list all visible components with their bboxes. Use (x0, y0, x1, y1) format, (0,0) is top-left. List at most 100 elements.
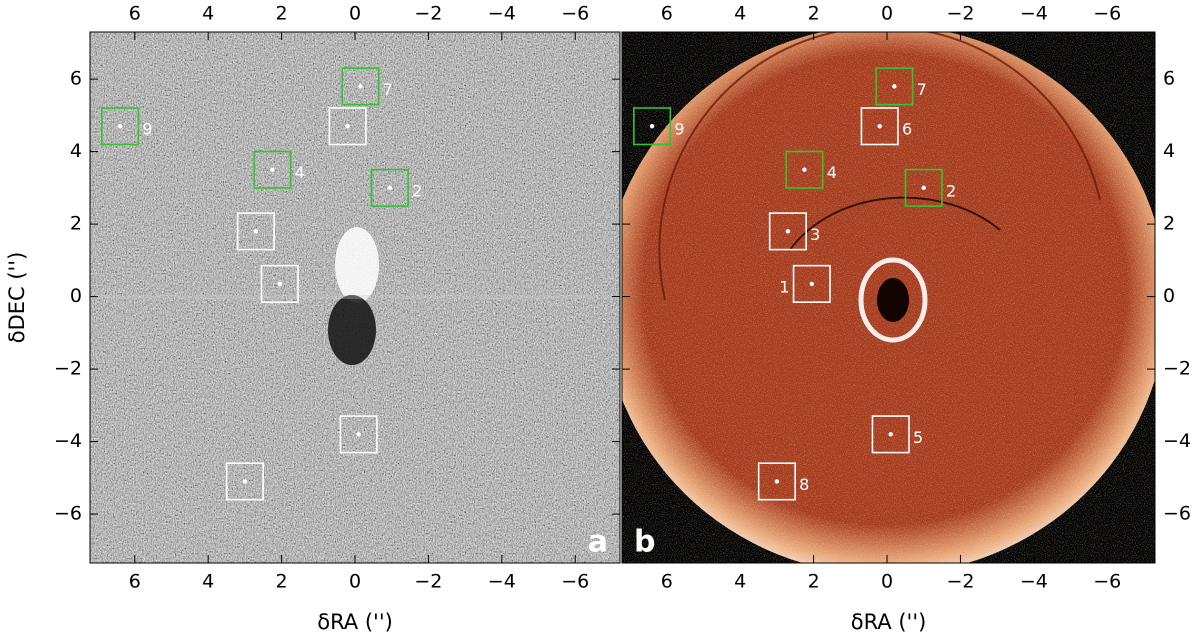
source-box (633, 107, 672, 146)
y-tick-label: −6 (54, 503, 82, 525)
source-box (871, 415, 910, 454)
source (242, 479, 248, 484)
x-tick-label-top: 6 (661, 3, 673, 25)
source (345, 124, 350, 129)
source (649, 124, 655, 129)
box-label: 4 (827, 163, 837, 182)
source-box (860, 107, 899, 146)
x-axis-label: δRA ('') (851, 610, 927, 634)
y-tick-label: −2 (54, 358, 82, 380)
source-box (875, 67, 914, 106)
image-a (90, 32, 620, 563)
box-label: 4 (295, 163, 305, 182)
box-label: 2 (946, 181, 956, 200)
x-tick-label: 2 (808, 571, 820, 593)
x-tick-label-top: −4 (488, 3, 516, 25)
y-tick-label: −6 (1163, 503, 1191, 525)
source (117, 124, 123, 129)
x-tick-label-top: −6 (1093, 3, 1121, 25)
source-box (370, 168, 409, 207)
x-tick-label-top: −6 (561, 3, 589, 25)
x-tick-label-top: 4 (202, 3, 214, 25)
source-box (339, 415, 378, 454)
box-label: 9 (674, 120, 684, 139)
source-box (236, 212, 275, 251)
source (888, 432, 893, 437)
source-box (341, 67, 380, 106)
x-tick-label-top: −2 (946, 3, 974, 25)
box-label: 8 (799, 475, 809, 494)
source-box (225, 462, 264, 501)
x-tick-label: 4 (202, 571, 214, 593)
x-tick-label-top: 4 (734, 3, 746, 25)
panel-label: a (588, 525, 608, 560)
x-tick-label-top: 2 (276, 3, 288, 25)
y-tick-label: 0 (1163, 285, 1175, 307)
plots: 6 6 4 4 2 2 0 0 −2 −2 −4 −4 −6 −6 6 4 2 0 −2 −4 −6 9 7 4 2 a δRA (… (5, 3, 1191, 635)
source-box (101, 107, 140, 146)
y-tick-label: −4 (1163, 430, 1191, 452)
x-tick-label: −6 (1093, 571, 1121, 593)
plot-frame (621, 31, 1156, 564)
box-label: 2 (412, 181, 422, 200)
x-tick-label-top: 0 (349, 3, 361, 25)
x-tick-label-top: −4 (1020, 3, 1048, 25)
source-box (768, 212, 807, 251)
source-box (785, 150, 824, 189)
source (356, 432, 361, 437)
image-b (622, 32, 1155, 563)
box-label: 7 (917, 80, 927, 99)
panel-label: b (634, 525, 655, 560)
x-tick-label: 0 (349, 571, 361, 593)
box-label: 5 (913, 428, 923, 447)
source (877, 124, 882, 129)
x-axis-label: δRA ('') (317, 610, 393, 634)
y-tick-label: 0 (70, 285, 82, 307)
x-tick-label: −2 (414, 571, 442, 593)
y-tick-label: 6 (70, 68, 82, 90)
source (358, 84, 363, 89)
x-tick-label: 6 (661, 571, 673, 593)
box-label: 3 (810, 225, 820, 244)
y-tick-label: 4 (70, 140, 82, 162)
source (809, 281, 814, 287)
x-tick-label-top: −2 (414, 3, 442, 25)
source (253, 229, 259, 234)
y-axis-label: δDEC ('') (5, 252, 29, 344)
source-box (792, 264, 831, 303)
source (802, 167, 807, 172)
x-tick-label-top: 0 (881, 3, 893, 25)
source-box (904, 168, 943, 207)
source-box (253, 150, 292, 189)
source-box (260, 264, 299, 303)
source (921, 185, 926, 191)
x-tick-label-top: 6 (129, 3, 141, 25)
y-tick-label: 2 (70, 213, 82, 235)
x-tick-label: 4 (734, 571, 746, 593)
source-box (757, 462, 796, 501)
source (774, 479, 780, 484)
x-tick-label: −2 (946, 571, 974, 593)
box-label: 7 (383, 80, 393, 99)
y-tick-label: 6 (1163, 68, 1175, 90)
box-label: 6 (902, 120, 912, 139)
x-tick-label: −4 (488, 571, 516, 593)
source-box (328, 107, 367, 146)
x-tick-label: −4 (1020, 571, 1048, 593)
box-label: 9 (142, 120, 152, 139)
x-tick-label: 0 (881, 571, 893, 593)
source (785, 229, 791, 234)
y-tick-label: −2 (1163, 358, 1191, 380)
source (892, 84, 897, 89)
y-tick-label: −4 (54, 430, 82, 452)
y-tick-label: 2 (1163, 213, 1175, 235)
source (387, 185, 393, 191)
source (270, 167, 275, 172)
x-tick-label-top: 2 (808, 3, 820, 25)
box-label: 1 (779, 277, 789, 296)
x-tick-label: −6 (561, 571, 589, 593)
x-tick-label: 2 (276, 571, 288, 593)
source (277, 281, 282, 287)
y-tick-label: 4 (1163, 140, 1175, 162)
